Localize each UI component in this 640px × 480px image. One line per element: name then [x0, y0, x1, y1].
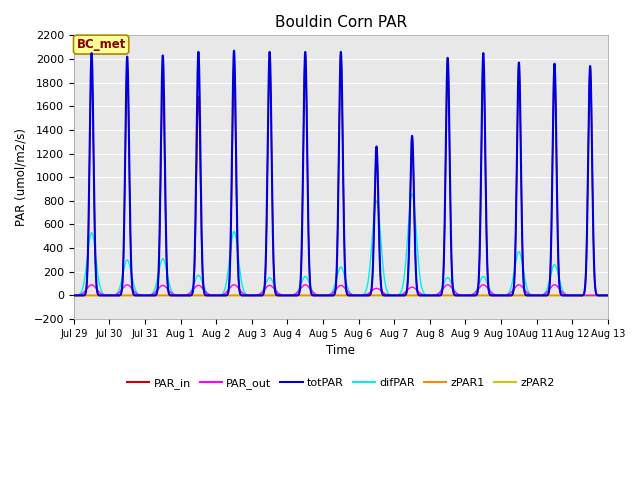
- Legend: PAR_in, PAR_out, totPAR, difPAR, zPAR1, zPAR2: PAR_in, PAR_out, totPAR, difPAR, zPAR1, …: [122, 373, 559, 393]
- Title: Bouldin Corn PAR: Bouldin Corn PAR: [275, 15, 407, 30]
- Y-axis label: PAR (umol/m2/s): PAR (umol/m2/s): [15, 128, 28, 226]
- Text: BC_met: BC_met: [76, 38, 126, 51]
- X-axis label: Time: Time: [326, 344, 355, 357]
